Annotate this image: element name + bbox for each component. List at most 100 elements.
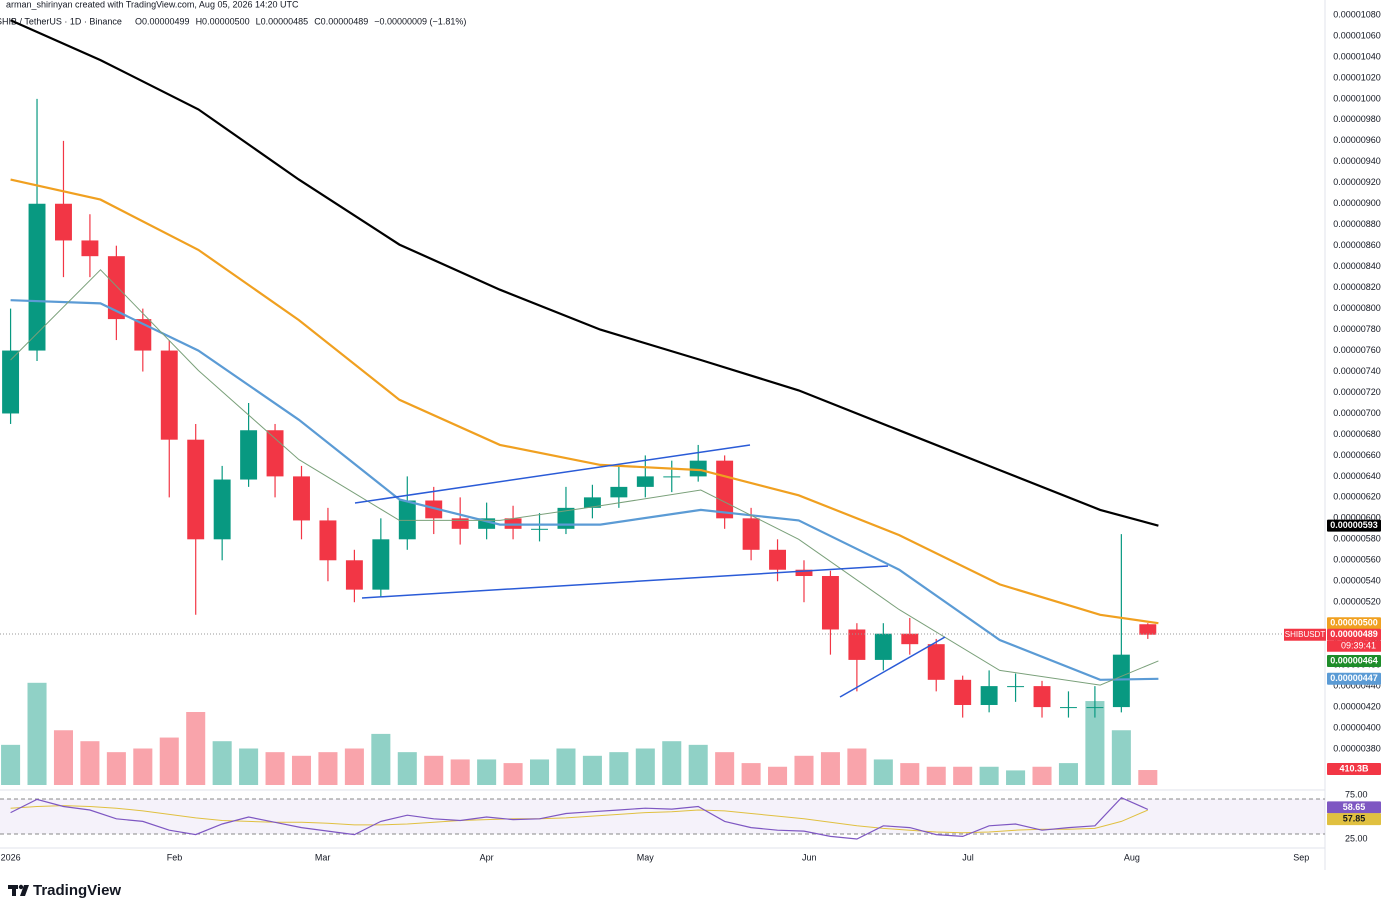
volume-bar [133,748,153,785]
y-tick-label: 0.00000760 [1333,345,1381,355]
rsi-ma-tag [1327,813,1381,826]
countdown-label: 09:39:41 [1341,641,1376,651]
volume-bar [106,752,126,785]
candle-body [742,518,760,550]
volume-bar [1111,730,1131,785]
rsi-tag-label: 58.65 [1343,802,1366,812]
price-tag [1327,519,1381,532]
y-tick-label: 0.00001060 [1333,30,1381,40]
volume-bar [371,733,391,785]
y-tick-label: 0.00000980 [1333,114,1381,124]
brand: TradingView [33,882,121,899]
credit: arman_shirinyan created with TradingView… [6,0,299,9]
y-tick-label: 0.00000440 [1333,680,1381,690]
y-tick-label: 0.00000580 [1333,534,1381,544]
y-tick-label: 0.00000940 [1333,156,1381,166]
y-tick-label: 0.00000960 [1333,135,1381,145]
candle-body [1007,686,1025,688]
candle-body [689,460,707,477]
rsi-band [0,799,1325,834]
candle-body [1060,707,1077,709]
volume-bar [530,759,550,785]
candle-body [769,549,787,570]
candle-body [478,518,496,529]
rsi-ma-tag-label: 57.85 [1343,813,1366,823]
candle-body [901,633,919,645]
candle-body [795,569,813,577]
y-tick-label: 0.00000720 [1333,387,1381,397]
x-tick-label: Aug [1124,852,1140,862]
candle-body [1139,624,1157,635]
candle-body [425,500,443,519]
y-tick-label: 0.00000660 [1333,450,1381,460]
moving-average [10,269,1159,686]
volume-bar [1138,770,1158,785]
y-tick-label: 0.00000740 [1333,366,1381,376]
volume-bar [344,748,364,785]
volume-bar [265,752,285,785]
ohlc-value: L0.00000485 [256,16,309,26]
rsi-line [10,796,1149,840]
candle-body [610,486,628,498]
candle-body [531,528,548,530]
x-tick-label: Sep [1293,852,1309,862]
volume-bar [424,755,444,785]
logo [8,884,29,896]
volume-bar [582,755,602,785]
y-tick-label: 0.00001080 [1333,9,1381,19]
trend-line [354,444,751,504]
y-tick-label: 0.00000700 [1333,408,1381,418]
volume-bar [1,744,21,785]
volume-bar [820,752,840,785]
y-tick-label: 0.00000560 [1333,555,1381,565]
volume-bar [847,748,867,785]
x-tick-label: Jun [802,852,817,862]
volume-bar [662,741,682,785]
candle-body [55,203,72,241]
x-tick-label: Jul [962,852,974,862]
volume-bar [768,766,788,785]
volume-bar [556,748,576,785]
volume-bar [80,741,100,785]
moving-average [10,178,1159,625]
volume-bar [477,759,497,785]
volume-bar [635,748,655,785]
volume-bar [873,759,893,785]
x-tick-label: May [637,852,655,862]
x-tick-label: 2026 [1,852,21,862]
candle-body [663,476,681,478]
volume-bar [741,763,761,785]
y-tick-label: 0.00000860 [1333,240,1381,250]
volume-bar [1006,770,1026,785]
volume-bar [688,744,708,785]
candle-body [213,479,231,540]
candle-body [1086,707,1104,709]
candle-body [451,518,469,529]
x-tick-label: Apr [480,852,494,862]
candle-body [980,686,998,705]
volume-tag [1327,763,1381,776]
candle-body [821,576,839,630]
volume-bar [794,755,814,785]
y-tick-label: 0.00000900 [1333,198,1381,208]
candle-body [874,633,892,660]
y-tick-label: 0.00000880 [1333,219,1381,229]
volume-bar [450,759,470,785]
x-tick-label: Mar [315,852,331,862]
volume-tag-label: 410.3B [1339,763,1369,773]
symbol-tag-label: SHIBUSDT [1285,630,1326,639]
volume-bar [1085,701,1105,785]
price-tag-label: 0.00000464 [1330,655,1378,665]
candle-body [954,679,972,705]
y-tick-label: 0.00000380 [1333,743,1381,753]
ohlc-value: C0.00000489 [314,16,368,26]
y-tick-label: 0.00001020 [1333,72,1381,82]
candle-body [345,560,363,590]
countdown-tag [1327,640,1381,652]
price-tag-label: 0.00000593 [1330,520,1378,530]
volume-bar [1032,766,1052,785]
x-tick-label: Feb [167,852,183,862]
y-tick-label: 0.00000420 [1333,701,1381,711]
y-tick-label: 0.00000620 [1333,492,1381,502]
